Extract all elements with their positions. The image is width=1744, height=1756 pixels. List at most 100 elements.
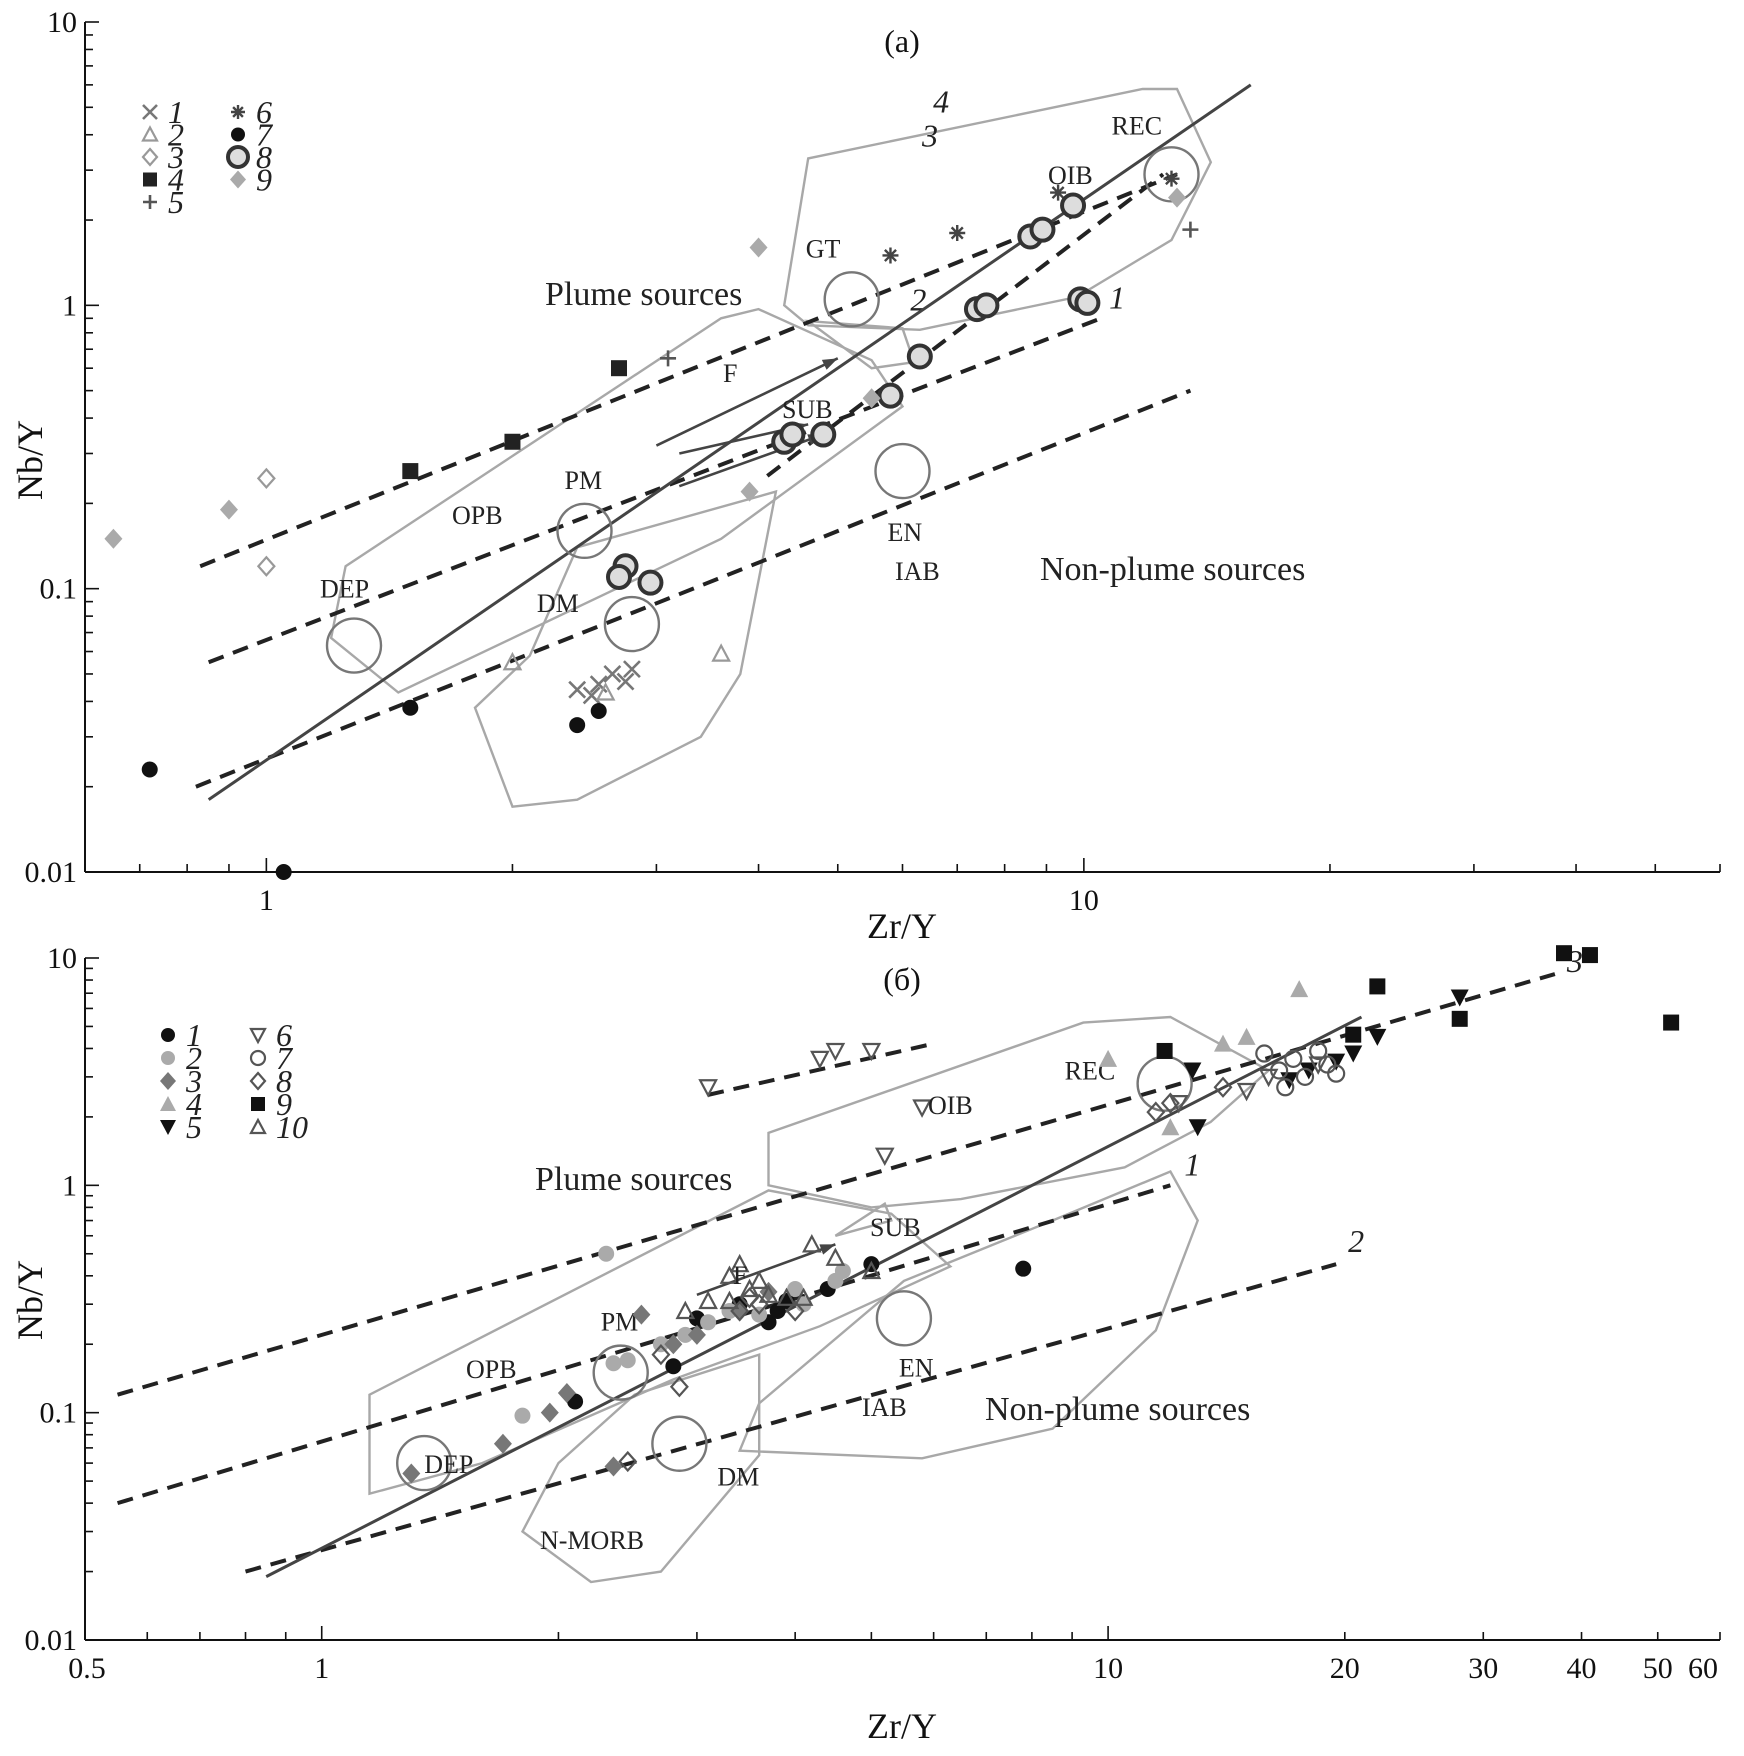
data-point — [606, 563, 633, 590]
data-point — [1308, 1056, 1329, 1075]
data-point — [758, 1284, 779, 1303]
data-point — [740, 481, 759, 502]
data-point — [402, 1463, 421, 1484]
arrow-shaft — [696, 1243, 836, 1297]
data-point — [1213, 1076, 1233, 1098]
data-point — [1663, 1014, 1680, 1031]
annotation-label: F — [723, 359, 737, 388]
arrow-head — [819, 1244, 836, 1255]
reference-circle-label: EN — [888, 518, 923, 547]
legend-label: 7 — [256, 117, 274, 153]
data-point — [801, 1234, 822, 1253]
data-point — [1213, 1034, 1232, 1052]
legend-marker — [230, 170, 246, 189]
field-polygon — [767, 1015, 1271, 1209]
data-point — [1581, 947, 1598, 964]
trend-line — [766, 172, 1165, 478]
x-tick-label: 50 — [1643, 1652, 1673, 1685]
data-point — [493, 1433, 512, 1454]
y-tick-label: 0.1 — [40, 1397, 78, 1430]
data-points — [402, 945, 1680, 1484]
legend-label: 4 — [186, 1086, 202, 1122]
data-point — [632, 1304, 651, 1325]
data-point — [779, 421, 806, 448]
data-point — [1255, 1044, 1274, 1063]
data-point — [698, 1079, 718, 1098]
legend-label: 8 — [256, 139, 272, 175]
data-point — [1258, 1068, 1279, 1088]
reference-circle — [603, 595, 661, 653]
annotation-label: SUB — [782, 395, 833, 424]
data-point — [1182, 221, 1199, 238]
data-point — [1344, 1045, 1363, 1063]
annotation-label: Non-plume sources — [985, 1391, 1250, 1428]
data-point — [912, 1099, 932, 1118]
legend-marker — [231, 127, 245, 142]
data-point — [611, 360, 628, 377]
data-point — [719, 1290, 740, 1310]
data-point — [590, 703, 607, 720]
data-point — [1237, 1027, 1256, 1045]
data-point — [861, 1042, 882, 1062]
legend-marker — [161, 1028, 175, 1042]
data-point — [1284, 1049, 1303, 1068]
x-tick-label: 40 — [1567, 1652, 1597, 1685]
data-point — [665, 1358, 682, 1375]
data-point — [834, 1262, 851, 1279]
legend-marker — [249, 1027, 267, 1045]
data-point — [557, 1383, 576, 1404]
data-point — [675, 1300, 696, 1320]
reference-circle-label: DM — [717, 1463, 759, 1492]
data-point — [793, 1287, 814, 1306]
x-ticks — [84, 858, 1721, 872]
x-axis-title: Zr/Y — [867, 1706, 937, 1746]
trend-line-label: 1 — [1109, 279, 1125, 315]
trend-line-label: 3 — [921, 117, 938, 153]
data-point — [1345, 1026, 1362, 1043]
data-point — [1369, 978, 1386, 995]
annotation-label: IAB — [862, 1393, 907, 1422]
annotation-label: SUB — [870, 1213, 921, 1242]
data-point — [1099, 1049, 1118, 1067]
reference-circle — [592, 1344, 649, 1401]
y-tick-label: 0.01 — [25, 856, 78, 889]
legend-marker — [141, 125, 159, 142]
legend-marker — [251, 1097, 265, 1111]
data-point — [402, 463, 419, 480]
legend-label: 1 — [168, 94, 184, 130]
data-point — [1168, 1095, 1189, 1114]
data-point — [749, 1270, 770, 1289]
legend-marker — [160, 1120, 176, 1135]
annotation-label: Plume sources — [535, 1161, 732, 1198]
legend-marker — [249, 1049, 267, 1067]
data-point — [256, 555, 276, 577]
trend-line-label: 2 — [1348, 1223, 1364, 1259]
field-polygon — [329, 307, 905, 694]
data-point — [1309, 1041, 1328, 1061]
reference-circle — [396, 1434, 453, 1492]
y-tick-label: 10 — [47, 942, 77, 975]
data-point — [810, 421, 837, 448]
annotation-label: OPB — [466, 1355, 517, 1384]
data-point — [502, 651, 523, 671]
data-point — [664, 1334, 683, 1355]
data-point — [1236, 1082, 1257, 1102]
legend-label: 2 — [168, 117, 184, 153]
data-point — [1146, 1101, 1166, 1123]
data-point — [825, 1042, 846, 1062]
legend-marker — [161, 1051, 175, 1065]
legend-label: 2 — [186, 1040, 202, 1076]
data-point — [1050, 184, 1067, 201]
annotation-label: Plume sources — [545, 276, 742, 313]
legend-marker — [226, 145, 250, 169]
legend-label: 8 — [276, 1063, 292, 1099]
reference-circle-label: PM — [565, 466, 603, 495]
data-point — [1290, 980, 1309, 998]
trend-line — [116, 972, 1556, 1397]
data-point — [275, 864, 292, 880]
legend-marker — [249, 1071, 267, 1091]
